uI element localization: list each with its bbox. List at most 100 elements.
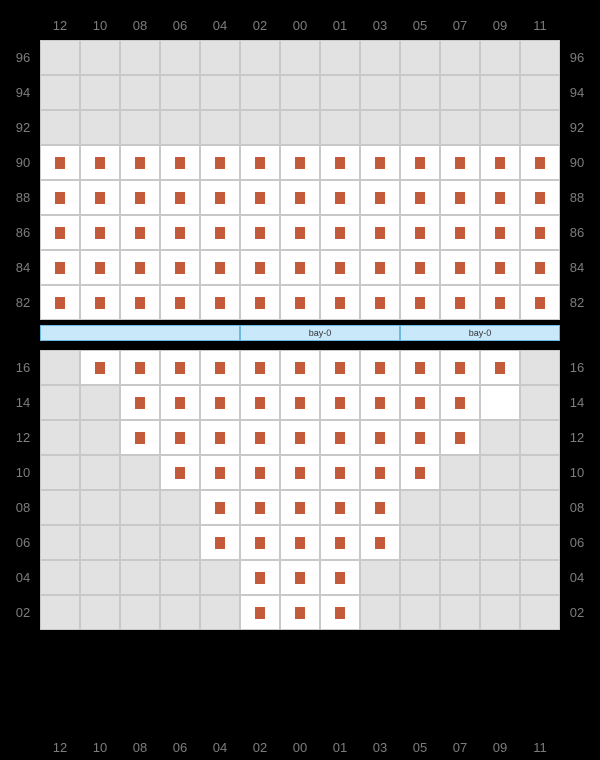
deck-cell[interactable] [200, 285, 240, 320]
deck-cell[interactable] [40, 145, 80, 180]
deck-cell[interactable] [440, 180, 480, 215]
hold-cell[interactable] [240, 350, 280, 385]
hold-cell[interactable] [440, 525, 480, 560]
deck-cell[interactable] [520, 215, 560, 250]
deck-cell[interactable] [320, 110, 360, 145]
hold-cell[interactable] [360, 420, 400, 455]
deck-cell[interactable] [40, 285, 80, 320]
hold-cell[interactable] [240, 490, 280, 525]
hold-cell[interactable] [520, 560, 560, 595]
deck-cell[interactable] [80, 215, 120, 250]
hold-cell[interactable] [160, 490, 200, 525]
hold-cell[interactable] [320, 595, 360, 630]
deck-cell[interactable] [480, 180, 520, 215]
hold-cell[interactable] [360, 560, 400, 595]
hold-cell[interactable] [280, 420, 320, 455]
deck-cell[interactable] [120, 75, 160, 110]
hold-cell[interactable] [360, 595, 400, 630]
hold-cell[interactable] [160, 350, 200, 385]
deck-cell[interactable] [80, 250, 120, 285]
deck-cell[interactable] [360, 250, 400, 285]
hold-cell[interactable] [40, 385, 80, 420]
hold-cell[interactable] [320, 525, 360, 560]
deck-cell[interactable] [40, 250, 80, 285]
deck-cell[interactable] [160, 145, 200, 180]
deck-cell[interactable] [520, 250, 560, 285]
deck-cell[interactable] [40, 40, 80, 75]
hold-cell[interactable] [320, 385, 360, 420]
hold-cell[interactable] [480, 595, 520, 630]
deck-cell[interactable] [320, 285, 360, 320]
hold-cell[interactable] [160, 595, 200, 630]
hold-cell[interactable] [520, 350, 560, 385]
hold-cell[interactable] [40, 560, 80, 595]
hold-cell[interactable] [400, 525, 440, 560]
hold-cell[interactable] [80, 525, 120, 560]
hold-cell[interactable] [320, 490, 360, 525]
hold-cell[interactable] [400, 455, 440, 490]
deck-cell[interactable] [360, 110, 400, 145]
deck-cell[interactable] [200, 110, 240, 145]
hold-cell[interactable] [280, 455, 320, 490]
hold-cell[interactable] [200, 560, 240, 595]
deck-cell[interactable] [280, 180, 320, 215]
hold-cell[interactable] [400, 350, 440, 385]
hold-cell[interactable] [480, 490, 520, 525]
deck-cell[interactable] [80, 75, 120, 110]
deck-cell[interactable] [480, 40, 520, 75]
deck-cell[interactable] [160, 40, 200, 75]
hold-cell[interactable] [480, 525, 520, 560]
hold-cell[interactable] [440, 420, 480, 455]
hold-cell[interactable] [120, 420, 160, 455]
hold-cell[interactable] [80, 350, 120, 385]
deck-cell[interactable] [520, 40, 560, 75]
hold-cell[interactable] [520, 490, 560, 525]
deck-cell[interactable] [120, 40, 160, 75]
hold-cell[interactable] [520, 385, 560, 420]
deck-cell[interactable] [520, 285, 560, 320]
deck-cell[interactable] [280, 285, 320, 320]
deck-cell[interactable] [160, 75, 200, 110]
hold-cell[interactable] [480, 560, 520, 595]
hold-cell[interactable] [400, 560, 440, 595]
deck-cell[interactable] [480, 145, 520, 180]
deck-cell[interactable] [280, 145, 320, 180]
deck-cell[interactable] [280, 110, 320, 145]
hold-cell[interactable] [360, 490, 400, 525]
deck-cell[interactable] [280, 250, 320, 285]
deck-cell[interactable] [240, 110, 280, 145]
deck-cell[interactable] [80, 180, 120, 215]
deck-cell[interactable] [240, 145, 280, 180]
bay-segment[interactable]: bay-0 [240, 325, 400, 341]
hold-cell[interactable] [120, 595, 160, 630]
deck-cell[interactable] [320, 215, 360, 250]
deck-cell[interactable] [80, 40, 120, 75]
deck-cell[interactable] [480, 215, 520, 250]
deck-cell[interactable] [400, 180, 440, 215]
hold-cell[interactable] [440, 490, 480, 525]
hold-cell[interactable] [360, 385, 400, 420]
deck-cell[interactable] [400, 250, 440, 285]
deck-cell[interactable] [320, 145, 360, 180]
hold-cell[interactable] [320, 560, 360, 595]
hold-cell[interactable] [240, 525, 280, 560]
deck-cell[interactable] [200, 75, 240, 110]
hold-cell[interactable] [280, 525, 320, 560]
hold-cell[interactable] [40, 350, 80, 385]
deck-cell[interactable] [520, 75, 560, 110]
hold-cell[interactable] [440, 385, 480, 420]
deck-cell[interactable] [160, 180, 200, 215]
hold-cell[interactable] [40, 455, 80, 490]
hold-cell[interactable] [160, 385, 200, 420]
deck-cell[interactable] [320, 180, 360, 215]
deck-cell[interactable] [480, 250, 520, 285]
hold-cell[interactable] [240, 420, 280, 455]
deck-cell[interactable] [440, 110, 480, 145]
hold-cell[interactable] [400, 385, 440, 420]
deck-cell[interactable] [320, 250, 360, 285]
hold-cell[interactable] [240, 560, 280, 595]
hold-cell[interactable] [400, 490, 440, 525]
deck-cell[interactable] [280, 215, 320, 250]
hold-cell[interactable] [80, 490, 120, 525]
deck-cell[interactable] [240, 40, 280, 75]
